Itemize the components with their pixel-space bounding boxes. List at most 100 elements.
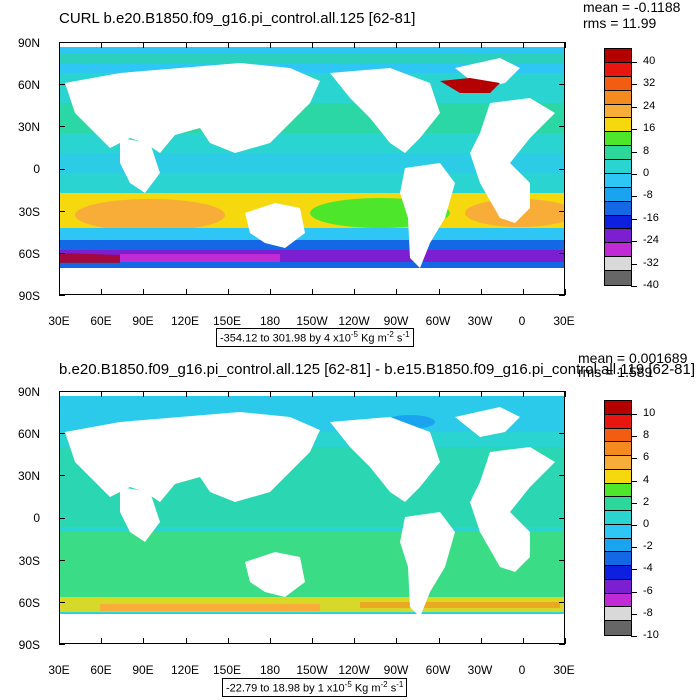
colorbar-tick: [631, 151, 637, 153]
colorbar-tick: [631, 106, 637, 108]
colorbar-label: -32: [643, 256, 659, 269]
colorbar: [604, 48, 632, 286]
lat-tick: [59, 433, 65, 435]
colorbar-tick: [631, 62, 637, 63]
lon-tick: [269, 289, 271, 295]
colorbar-swatch: [605, 160, 631, 174]
colorbar-label: -10: [643, 629, 659, 641]
rms-value: rms = 1.589: [578, 364, 653, 380]
lat-tick: [59, 559, 65, 561]
lon-label: 150W: [296, 663, 328, 677]
lon-label: 0: [518, 663, 526, 677]
colorbar-label: 40: [643, 55, 656, 67]
lat-tick: [59, 42, 65, 43]
colorbar-swatch: [605, 428, 631, 443]
lon-tick: [59, 289, 60, 295]
colorbar-swatch: [605, 607, 631, 621]
lon-tick: [354, 42, 356, 48]
lon-tick: [396, 638, 398, 644]
colorbar-swatch: [605, 243, 631, 258]
colorbar-label: -16: [643, 211, 659, 224]
colorbar-tick: [631, 263, 637, 265]
lon-tick: [438, 391, 440, 397]
lon-label: 150W: [296, 314, 328, 328]
lon-label: 150E: [212, 663, 242, 677]
lon-tick: [59, 42, 60, 48]
colorbar-swatch: [605, 593, 631, 608]
lat-tick: [559, 84, 565, 86]
colorbar-label: 10: [643, 406, 656, 419]
colorbar-label: 6: [643, 451, 650, 464]
colorbar-swatch: [605, 442, 631, 456]
lat-tick: [59, 391, 65, 392]
colorbar-swatch: [605, 524, 631, 539]
lat-tick: [59, 517, 65, 519]
colorbar-label: 32: [643, 77, 656, 90]
lon-tick: [565, 638, 566, 644]
lon-label: 120W: [338, 314, 370, 328]
lon-tick: [438, 289, 440, 295]
colorbar-swatch: [605, 49, 631, 63]
lon-label: 90W: [383, 314, 409, 328]
lat-label: 30S: [18, 205, 40, 219]
lon-label: 180: [259, 314, 281, 328]
colorbar-swatch: [605, 90, 631, 105]
colorbar-label: -4: [643, 562, 653, 575]
colorbar-tick: [631, 591, 637, 593]
lon-label: 60W: [425, 663, 451, 677]
colorbar-swatch: [605, 552, 631, 566]
lat-tick: [559, 644, 565, 645]
contour-range-info: -354.12 to 301.98 by 4 x10-5 Kg m-2 s-1: [216, 328, 414, 347]
colorbar-label: 0: [643, 167, 650, 179]
lon-tick: [185, 42, 187, 48]
panel-title: CURL b.e20.B1850.f09_g16.pi_control.all.…: [59, 10, 416, 27]
colorbar-swatch: [605, 456, 631, 470]
lon-tick: [480, 42, 482, 48]
colorbar-swatch: [605, 201, 631, 216]
lon-tick: [522, 42, 524, 48]
colorbar-swatch: [605, 414, 631, 429]
colorbar-tick: [631, 436, 637, 438]
lon-label: 30E: [553, 663, 575, 677]
lon-label: 60E: [90, 663, 112, 677]
lon-tick: [227, 289, 229, 295]
mean-value: mean = 0.001689: [578, 350, 688, 366]
contour-range-info: -22.79 to 18.98 by 1 x10-5 Kg m-2 s-1: [222, 678, 408, 697]
colorbar-tick: [631, 502, 637, 504]
colorbar-label: 4: [643, 473, 650, 486]
lon-tick: [101, 391, 103, 397]
lon-tick: [480, 289, 482, 295]
lat-tick: [559, 601, 565, 603]
colorbar-swatch: [605, 579, 631, 594]
lat-tick: [559, 295, 565, 296]
colorbar-swatch: [605, 483, 631, 498]
lon-tick: [269, 391, 271, 397]
colorbar-tick: [631, 84, 637, 86]
colorbar-tick: [631, 458, 637, 460]
lon-label: 30E: [48, 314, 70, 328]
lon-tick: [269, 638, 271, 644]
lon-tick: [522, 391, 524, 397]
colorbar-label: -8: [643, 606, 653, 619]
colorbar-label: 8: [643, 144, 650, 157]
top-panel: CURL b.e20.B1850.f09_g16.pi_control.all.…: [18, 0, 680, 347]
colorbar-tick: [631, 480, 637, 482]
colorbar-swatch: [605, 187, 631, 202]
lon-tick: [565, 391, 566, 397]
lon-tick: [59, 638, 60, 644]
colorbar-tick: [631, 241, 637, 243]
lon-tick: [312, 289, 313, 295]
colorbar-tick: [631, 613, 637, 615]
lat-tick: [59, 84, 65, 86]
colorbar-swatch: [605, 621, 631, 635]
lon-tick: [396, 289, 398, 295]
lon-label: 30E: [553, 314, 575, 328]
lon-label: 90E: [132, 314, 154, 328]
map-plot: [59, 391, 565, 644]
rms-value: rms = 11.99: [583, 15, 657, 31]
lat-label: 30N: [17, 469, 40, 483]
colorbar-label: 0: [643, 517, 650, 530]
lat-tick: [559, 517, 565, 519]
colorbar-tick: [631, 286, 637, 287]
colorbar-swatch: [605, 511, 631, 525]
